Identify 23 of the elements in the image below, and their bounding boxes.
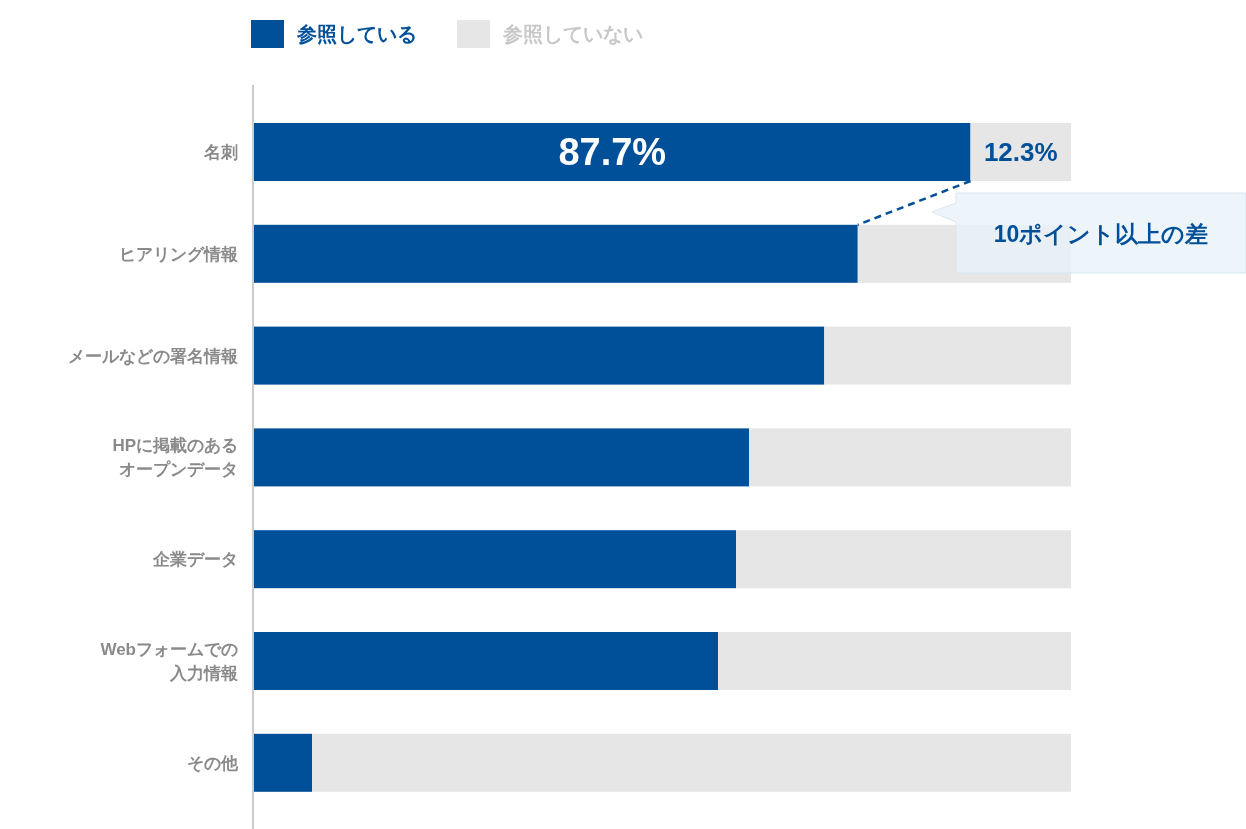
y-tick-label: メールなどの署名情報 — [68, 346, 239, 366]
bar — [749, 428, 1071, 487]
bar — [254, 326, 825, 385]
y-tick-label: 名刺 — [203, 143, 238, 162]
y-tick-label: Webフォームでの入力情報 — [100, 640, 239, 683]
bar — [736, 530, 1071, 589]
legend-label: 参照している — [296, 23, 417, 45]
bar — [824, 326, 1071, 385]
bar — [254, 428, 750, 487]
data-label: 12.3% — [983, 137, 1058, 167]
y-tick-label: HPに掲載のあるオープンデータ — [112, 436, 238, 480]
y-tick-label: 企業データ — [152, 550, 238, 570]
bar — [254, 224, 858, 283]
bar — [254, 632, 719, 690]
y-tick-label: ヒアリング情報 — [119, 244, 239, 264]
bar — [254, 123, 971, 181]
bar — [718, 632, 1071, 690]
bar — [254, 530, 737, 589]
data-label: 87.7% — [558, 131, 667, 173]
annotation: 10ポイント以上の差 — [993, 221, 1209, 247]
bar — [254, 733, 313, 792]
bar — [312, 733, 1071, 792]
y-tick-label: その他 — [187, 753, 239, 773]
